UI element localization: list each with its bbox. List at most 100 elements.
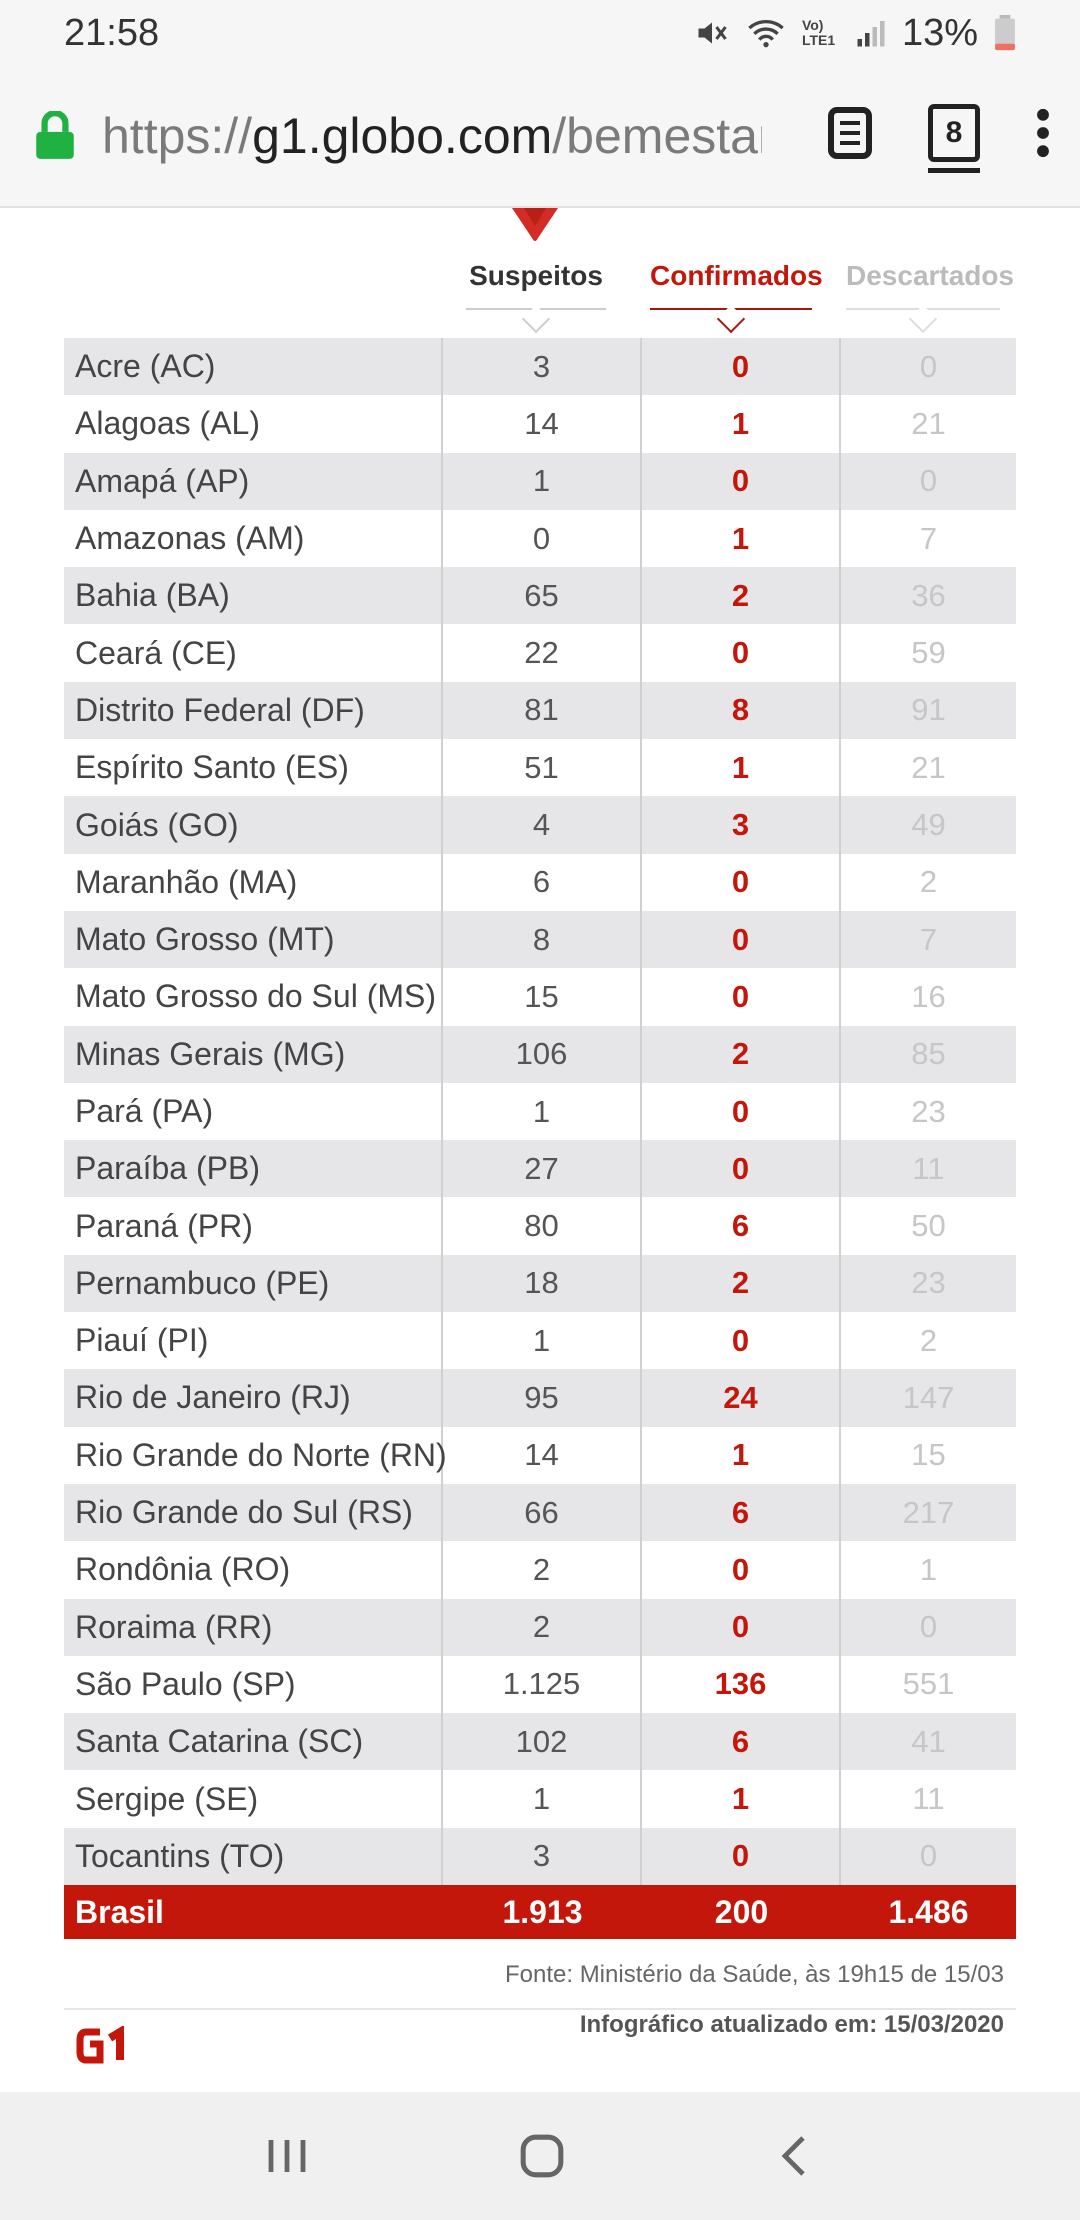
descartados-value: 7 [919, 921, 938, 957]
header-descartados[interactable]: Descartados [846, 260, 1014, 334]
table-row: Rio de Janeiro (RJ) 95 24 147 [64, 1369, 1016, 1427]
browser-url-bar: https://g1.globo.com/bemestar/ 8 [0, 66, 1080, 208]
signal-icon [857, 21, 885, 47]
tab-count: 8 [945, 116, 963, 149]
descartados-value: 1 [919, 1551, 938, 1587]
state-name: Tocantins (TO) [64, 1827, 443, 1886]
table-row: Rio Grande do Sul (RS) 66 6 217 [64, 1483, 1016, 1542]
suspeitos-value: 2 [443, 1598, 642, 1656]
status-time: 21:58 [64, 11, 160, 54]
confirmados-value: 0 [642, 1082, 841, 1141]
divider [64, 2008, 1016, 2010]
state-name: Bahia (BA) [64, 567, 443, 625]
suspeitos-value: 1.125 [443, 1655, 642, 1714]
suspeitos-value: 102 [443, 1713, 642, 1771]
suspeitos-value: 14 [443, 395, 642, 453]
state-name: Pernambuco (PE) [64, 1254, 443, 1313]
state-name: Rio Grande do Sul (RS) [64, 1483, 443, 1542]
suspeitos-value: 15 [443, 968, 642, 1026]
url-scheme: https:// [102, 108, 253, 164]
descartados-value: 23 [911, 1265, 946, 1301]
url-host: g1.globo.com [252, 108, 553, 164]
descartados-value: 85 [911, 1036, 946, 1072]
reader-mode-icon[interactable] [828, 106, 872, 160]
descartados-value: 0 [919, 1609, 938, 1645]
descartados-value: 11 [912, 1781, 945, 1817]
descartados-value: 59 [911, 635, 946, 671]
suspeitos-value: 18 [443, 1254, 642, 1313]
state-name: Paraíba (PB) [64, 1140, 443, 1198]
home-icon[interactable] [519, 2133, 565, 2179]
state-name: Maranhão (MA) [64, 853, 443, 911]
descartados-value: 551 [902, 1666, 955, 1702]
confirmados-value: 6 [642, 1713, 841, 1771]
confirmados-value: 1 [642, 739, 841, 797]
descartados-value: 21 [911, 405, 946, 441]
table-row: Pernambuco (PE) 18 2 23 [64, 1254, 1016, 1313]
state-name: Roraima (RR) [64, 1598, 443, 1656]
suspeitos-value: 27 [443, 1140, 642, 1198]
header-suspeitos-label: Suspeitos [469, 260, 603, 291]
lock-icon [36, 111, 74, 159]
updated-note: Infográfico atualizado em: 15/03/2020 [579, 2011, 1004, 2038]
column-headers: Suspeitos Confirmados Descartados [0, 260, 1080, 334]
confirmados-value: 0 [642, 1541, 841, 1599]
state-name: São Paulo (SP) [64, 1655, 443, 1714]
confirmados-value: 2 [642, 1025, 841, 1083]
confirmados-value: 0 [642, 1140, 841, 1198]
confirmados-value: 24 [642, 1369, 841, 1427]
table-row: Acre (AC) 3 0 0 [64, 338, 1016, 396]
state-name: Distrito Federal (DF) [64, 681, 443, 740]
table-row: Pará (PA) 1 0 23 [64, 1082, 1016, 1141]
table-row: Maranhão (MA) 6 0 2 [64, 853, 1016, 911]
header-confirmados-label: Confirmados [650, 260, 823, 291]
descartados-value: 147 [902, 1379, 955, 1415]
more-options-icon[interactable] [1036, 108, 1050, 158]
suspeitos-value: 65 [443, 567, 642, 625]
confirmados-value: 0 [642, 910, 841, 969]
confirmados-value: 2 [642, 567, 841, 625]
wifi-icon [748, 20, 784, 48]
suspeitos-value: 3 [443, 338, 642, 396]
suspeitos-value: 0 [443, 509, 642, 568]
state-name: Sergipe (SE) [64, 1770, 443, 1828]
state-name: Santa Catarina (SC) [64, 1713, 443, 1771]
suspeitos-value: 51 [443, 739, 642, 797]
url-field[interactable]: https://g1.globo.com/bemestar/ [102, 107, 762, 165]
descartados-value: 7 [919, 520, 938, 556]
header-suspeitos[interactable]: Suspeitos [466, 260, 606, 334]
state-name: Espírito Santo (ES) [64, 739, 443, 797]
table-row: Roraima (RR) 2 0 0 [64, 1598, 1016, 1656]
confirmados-value: 1 [642, 1426, 841, 1484]
confirmados-value: 0 [642, 1827, 841, 1886]
table-row: Rondônia (RO) 2 0 1 [64, 1541, 1016, 1599]
confirmados-value: 0 [642, 853, 841, 911]
table-body: Acre (AC) 3 0 0 Alagoas (AL) 14 1 21 Amapá (AP) 1… [64, 338, 1016, 1886]
recent-apps-icon[interactable] [265, 2134, 309, 2178]
confirmados-value: 0 [642, 968, 841, 1026]
tabs-button[interactable]: 8 [928, 104, 980, 173]
descartados-value: 15 [911, 1437, 946, 1473]
network-label: Vo) LTE1 [801, 17, 836, 48]
total-suspeitos: 1.913 [502, 1893, 583, 1930]
confirmados-value: 8 [642, 681, 841, 740]
suspeitos-value: 95 [443, 1369, 642, 1427]
table-row: Distrito Federal (DF) 81 8 91 [64, 681, 1016, 740]
descartados-value: 23 [911, 1093, 946, 1129]
back-icon[interactable] [775, 2133, 815, 2179]
state-name: Paraná (PR) [64, 1197, 443, 1255]
total-row: Brasil 1.913 200 1.486 [64, 1885, 1016, 1940]
descartados-value: 0 [919, 348, 938, 384]
table-row: Alagoas (AL) 14 1 21 [64, 395, 1016, 453]
table-row: Bahia (BA) 65 2 36 [64, 567, 1016, 625]
descartados-value: 2 [919, 1322, 938, 1358]
header-confirmados[interactable]: Confirmados [650, 260, 823, 334]
table-row: Paraná (PR) 80 6 50 [64, 1197, 1016, 1255]
state-name: Goiás (GO) [64, 796, 443, 854]
descartados-value: 0 [919, 463, 938, 499]
confirmados-value: 1 [642, 509, 841, 568]
table-row: Amazonas (AM) 0 1 7 [64, 509, 1016, 568]
header-descartados-label: Descartados [846, 260, 1015, 291]
table-row: Amapá (AP) 1 0 0 [64, 452, 1016, 510]
map-pointer-icon [512, 208, 558, 241]
